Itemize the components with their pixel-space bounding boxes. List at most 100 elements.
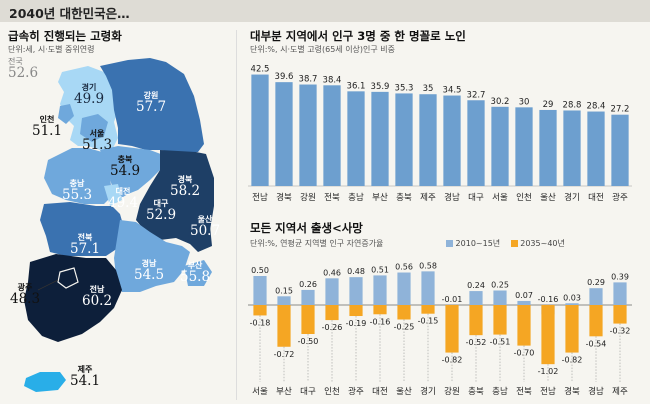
bar-2035-대구 [301, 305, 315, 334]
legend-swatch-2010 [446, 240, 453, 247]
bar-서울 [491, 106, 509, 186]
value-label-2010: 0.24 [467, 281, 485, 290]
bar-대전 [587, 111, 605, 186]
elderly-share-chart: 42.5 전남 39.6 경북 38.7 강원 38.4 전북 36.1 충남 35.9 부산 35.3… [248, 65, 632, 203]
region-jeonnam [24, 254, 122, 342]
value-label-2035: -0.51 [490, 338, 511, 347]
value-label-2035: -0.19 [346, 319, 367, 328]
category-label: 경남 [444, 192, 460, 203]
value-label-2035: -0.16 [370, 317, 391, 326]
value-label-2035: -0.72 [274, 350, 295, 359]
label-gangwon: 강원 57.7 [136, 91, 167, 116]
category-label: 경남 [588, 386, 604, 397]
value-label: 42.5 [251, 65, 270, 75]
category-label: 서울 [252, 387, 268, 397]
value-label-2010: 0.39 [611, 272, 629, 281]
bar-제주 [419, 94, 437, 186]
bar-2035-충북 [469, 305, 483, 336]
value-label-2010: 0.07 [515, 291, 533, 300]
value-label-2010: 0.29 [587, 278, 605, 287]
natural-growth-chart: 0.50 -0.18 서울 0.15 -0.72 부산 0.26 -0.50 대구 0.46 -0.… [248, 261, 632, 397]
value-label: 39.6 [275, 72, 294, 82]
bar-2010-대구 [301, 289, 315, 305]
bar-2010-서울 [253, 276, 267, 305]
value-label-2010: 0.03 [563, 293, 581, 302]
label-jeju: 제주 54.1 [70, 365, 101, 390]
category-label: 인천 [516, 192, 532, 203]
region-gangwon [100, 58, 204, 152]
bar-2010-제주 [613, 282, 627, 305]
category-label: 대전 [372, 386, 388, 397]
region-incheon [58, 104, 74, 124]
value-label-2010: 0.58 [419, 261, 437, 270]
region-chungnam [44, 148, 112, 204]
bar-경북 [275, 82, 293, 186]
bar-2010-울산 [397, 272, 411, 305]
value-label-2010: 0.56 [395, 263, 413, 272]
category-label: 제주 [612, 387, 628, 397]
bar-2035-경기 [421, 305, 435, 314]
category-label: 울산 [540, 192, 556, 203]
value-label: 35.3 [395, 83, 414, 93]
bar-2035-인천 [325, 305, 339, 321]
category-label: 전북 [324, 192, 340, 203]
category-label: 충북 [468, 387, 484, 397]
category-label: 경기 [564, 192, 580, 203]
label-jeonbuk: 전북 57.1 [70, 233, 101, 258]
value-label-2035: -0.15 [418, 317, 439, 326]
bar-충북 [395, 93, 413, 186]
korea-map [24, 58, 214, 392]
label-busan: 부산 55.8 [180, 261, 211, 286]
value-label-2035: -0.82 [562, 356, 583, 365]
label-gyeongbuk: 경북 58.2 [170, 175, 201, 200]
chart1-title: 대부분 지역에서 인구 3명 중 한 명꼴로 노인 [250, 29, 466, 43]
value-label-2010: -0.16 [538, 295, 559, 304]
value-label-2035: -0.50 [298, 337, 319, 346]
region-busan [184, 260, 212, 286]
value-label: 30 [519, 97, 530, 107]
bar-2035-울산 [397, 305, 411, 320]
value-label-2035: -0.18 [250, 318, 271, 327]
bar-2010-전북 [517, 300, 531, 305]
bar-2010-충남 [493, 290, 507, 305]
bar-전남 [251, 74, 269, 186]
bar-울산 [539, 109, 557, 186]
value-label: 32.7 [467, 90, 486, 100]
category-label: 강원 [300, 192, 316, 203]
bar-2035-경남 [589, 305, 603, 337]
label-daejeon: 대전 49.4 [108, 187, 139, 212]
value-label-2010: 0.25 [491, 281, 509, 290]
value-label-2010: 0.15 [275, 286, 293, 295]
category-label: 경기 [420, 386, 436, 397]
value-label-2010: 0.46 [323, 268, 341, 277]
category-label: 제주 [420, 193, 436, 203]
label-chungbuk: 충북 54.9 [110, 155, 141, 180]
bar-대구 [467, 100, 485, 186]
label-gyeonggi: 경기 49.9 [74, 83, 105, 108]
bar-전북 [323, 85, 341, 186]
value-label-2035: -0.82 [442, 356, 463, 365]
region-seoul [80, 114, 108, 142]
header-bar: 2040년 대한민국은… [0, 0, 650, 22]
region-daejeon [104, 184, 122, 206]
label-jeonnam: 전남 60.2 [82, 285, 113, 310]
region-daegu [140, 198, 172, 228]
bar-2035-전남 [541, 305, 555, 365]
value-label-2035: -0.32 [610, 327, 631, 336]
bar-2010-경북 [565, 303, 579, 305]
map-title: 급속히 진행되는 고령화 [8, 29, 122, 43]
label-ulsan: 울산 50.7 [190, 215, 221, 240]
category-label: 인천 [324, 386, 340, 397]
bar-2010-부산 [277, 296, 291, 305]
region-jeonbuk [40, 202, 124, 256]
bar-2035-서울 [253, 305, 267, 316]
category-label: 전남 [540, 386, 556, 397]
value-label-2035: -0.26 [322, 323, 343, 332]
map-subtitle: 단위:세, 시·도별 중위연령 [8, 45, 95, 54]
chart2-legend: 2010~15년 2035~40년 [446, 238, 565, 249]
legend-label-2035: 2035~40년 [520, 239, 565, 248]
category-label: 광주 [348, 386, 364, 397]
category-label: 전북 [516, 386, 532, 397]
value-label-2035: -0.52 [466, 338, 487, 347]
category-label: 대구 [300, 387, 316, 397]
